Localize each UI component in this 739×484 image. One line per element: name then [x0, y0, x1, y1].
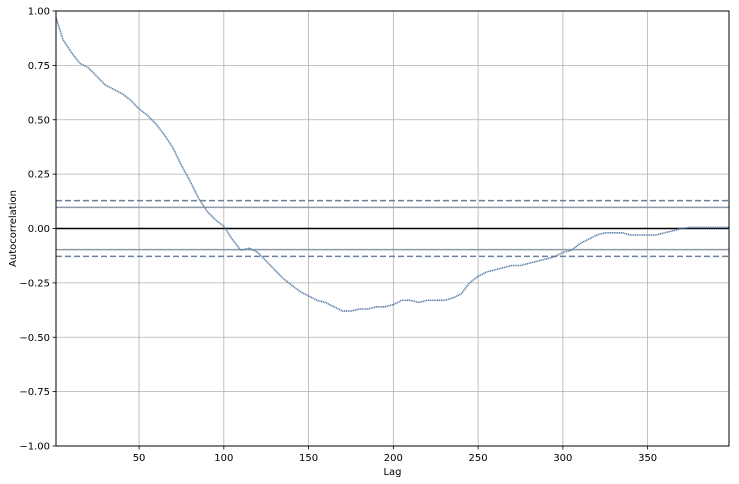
x-axis-ticks: 50 100 150 200 250 300 350 [133, 446, 657, 464]
y-axis-ticks: 1.00 0.75 0.50 0.25 0.00 −0.25 −0.50 −0.75 −1.00 [19, 7, 56, 453]
y-tick-label: −1.00 [19, 442, 50, 453]
x-tick-label: 350 [638, 453, 657, 464]
y-tick-label: −0.25 [19, 278, 50, 289]
y-tick-label: 0.25 [28, 170, 50, 181]
y-tick-label: −0.50 [19, 333, 50, 344]
x-tick-label: 100 [214, 453, 233, 464]
y-tick-label: −0.75 [19, 387, 50, 398]
y-axis-label: Autocorrelation [8, 190, 19, 267]
x-tick-label: 150 [299, 453, 318, 464]
x-tick-label: 300 [553, 453, 572, 464]
y-tick-label: 0.00 [28, 224, 50, 235]
y-tick-label: 0.50 [28, 115, 50, 126]
y-tick-label: 0.75 [28, 61, 50, 72]
y-tick-label: 1.00 [28, 7, 50, 18]
series-layer [55, 17, 729, 312]
reference-lines [56, 199, 729, 258]
x-tick-label: 250 [469, 453, 488, 464]
autocorrelation-series-line [55, 17, 729, 312]
x-axis-label: Lag [383, 467, 401, 478]
x-tick-label: 200 [384, 453, 403, 464]
x-tick-label: 50 [133, 453, 146, 464]
